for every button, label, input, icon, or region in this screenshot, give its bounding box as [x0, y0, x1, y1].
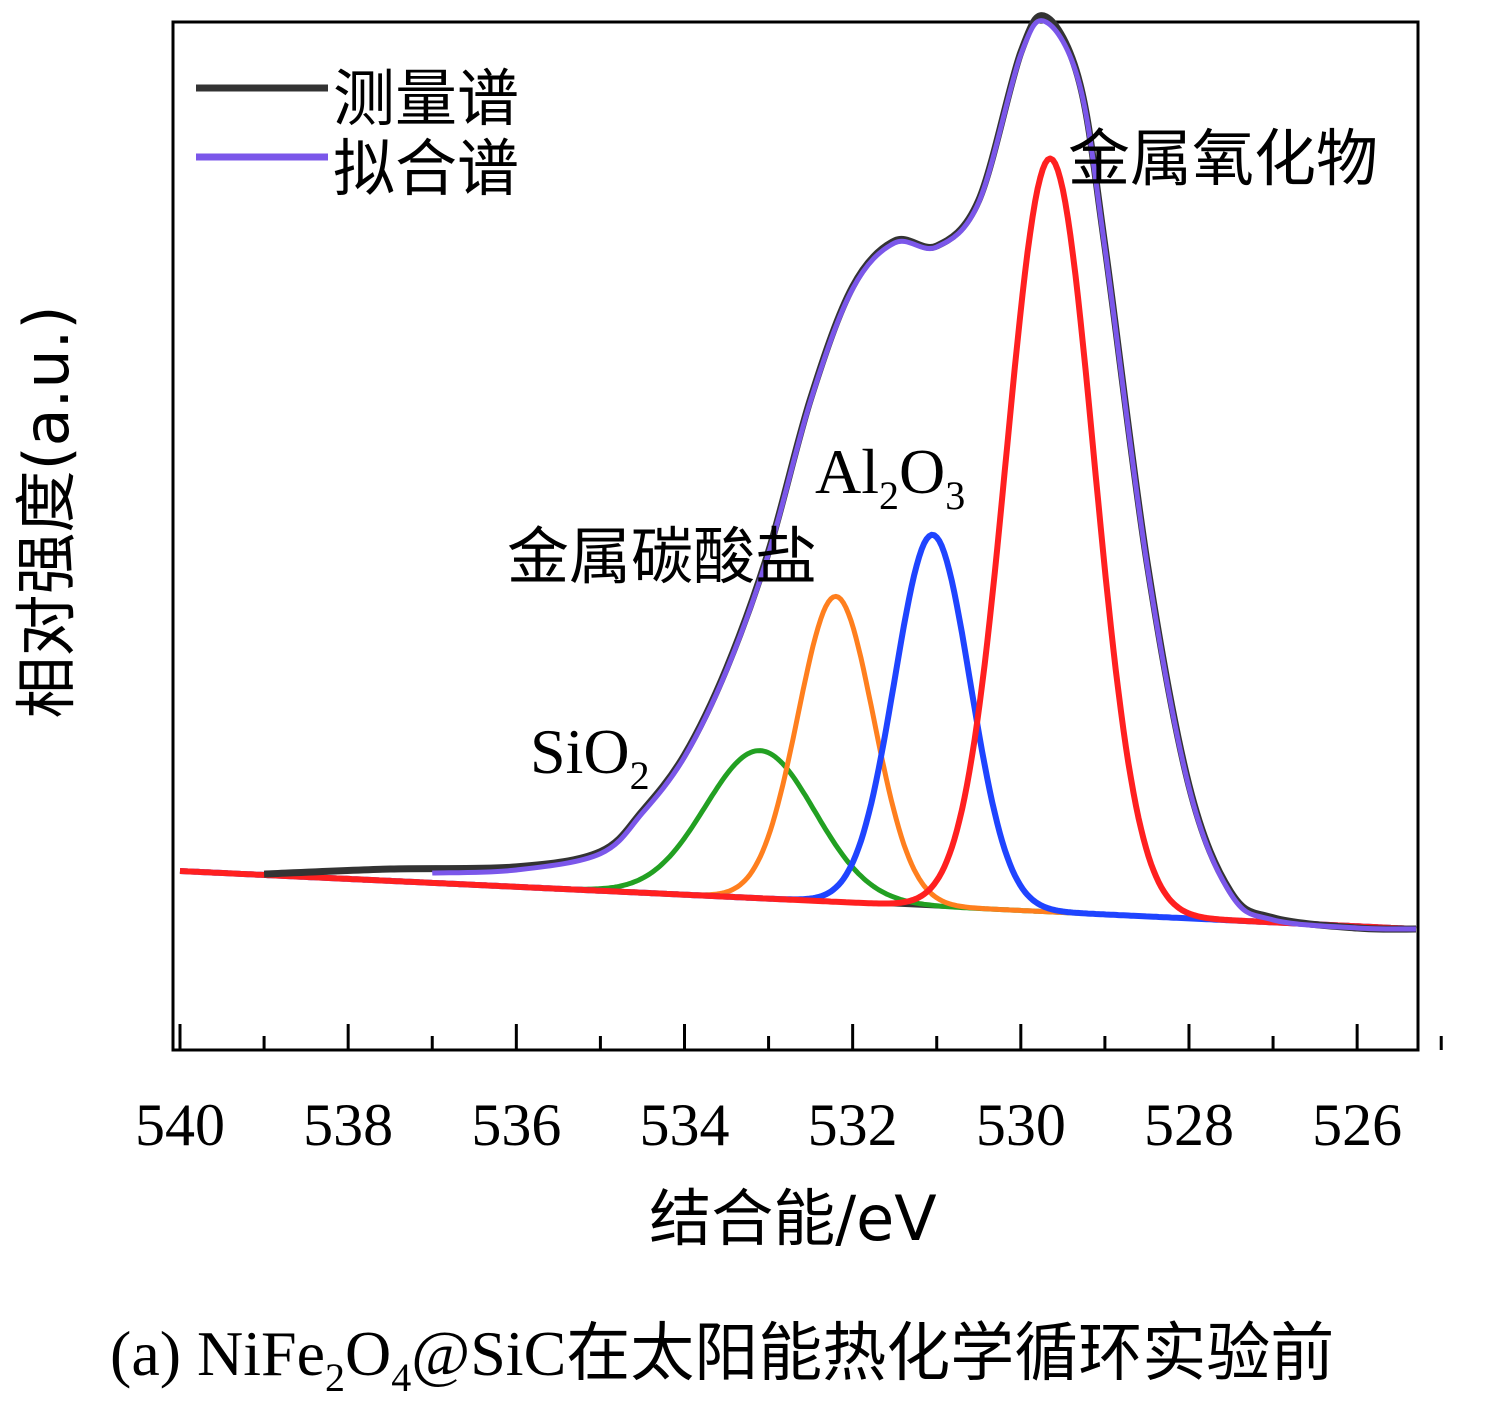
component-peak-4 — [179, 155, 1417, 932]
x-tick-label: 530 — [976, 1092, 1066, 1158]
y-axis-label: 相对强度(a.u.) — [10, 305, 83, 718]
x-tick-label: 536 — [471, 1092, 561, 1158]
figure-caption: (a) NiFe2O4@SiC在太阳能热化学循环实验前 — [110, 1318, 1334, 1400]
x-axis-label: 结合能/eV — [649, 1182, 936, 1255]
annotation-sio2: SiO2 — [530, 716, 650, 798]
x-axis-ticks: 540 538 536 534 532 530 528 526 — [135, 1024, 1443, 1158]
annotation-metal-carbonate: 金属碳酸盐 — [507, 520, 817, 593]
plot-curves — [179, 12, 1417, 933]
annotation-metal-oxide: 金属氧化物 — [1068, 122, 1378, 195]
x-tick-label: 532 — [808, 1092, 898, 1158]
legend-label-fitted: 拟合谱 — [333, 132, 519, 205]
x-tick-label: 538 — [303, 1092, 393, 1158]
plot-frame — [171, 20, 1420, 1052]
annotation-al2o3: Al2O3 — [815, 436, 965, 518]
legend-label-measured: 测量谱 — [333, 62, 519, 135]
legend: 测量谱 拟合谱 — [196, 62, 519, 205]
x-tick-label: 528 — [1144, 1092, 1234, 1158]
x-tick-label: 526 — [1312, 1092, 1402, 1158]
x-tick-label: 534 — [639, 1092, 729, 1158]
x-tick-label: 540 — [135, 1092, 225, 1158]
fitted-spectrum-line — [432, 18, 1417, 932]
